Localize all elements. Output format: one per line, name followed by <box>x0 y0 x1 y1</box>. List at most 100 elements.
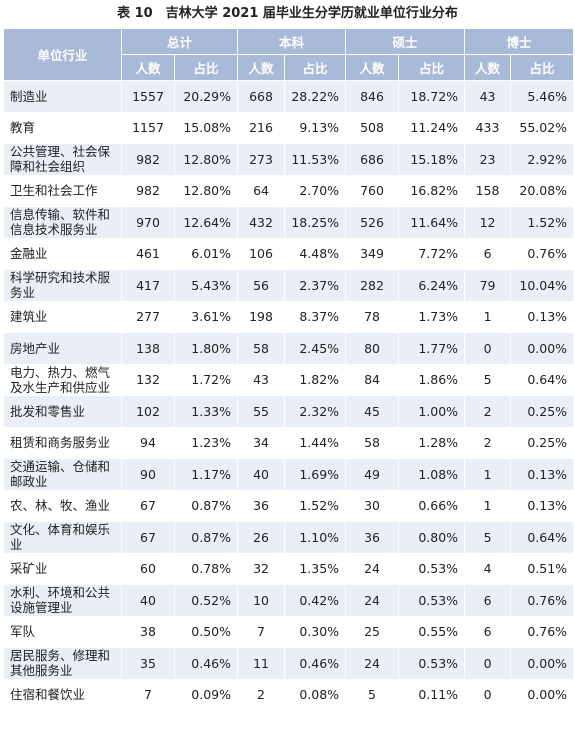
industry-cell: 公共管理、社会保障和社会组织 <box>3 143 122 176</box>
bachelor-ratio-cell: 0.46% <box>284 647 347 680</box>
master-count-cell: 80 <box>345 332 400 365</box>
master-ratio-cell: 0.80% <box>398 521 466 554</box>
bachelor-count-cell: 106 <box>237 237 286 270</box>
master-ratio-cell: 18.72% <box>398 80 466 113</box>
master-ratio-cell: 1.00% <box>398 395 466 428</box>
bachelor-ratio-cell: 2.70% <box>284 174 347 207</box>
header-count: 人数 <box>237 54 286 81</box>
table-row: 农、林、牧、渔业 67 0.87% 36 1.52% 30 0.66% 1 0.13% <box>3 489 575 522</box>
bachelor-ratio-cell: 2.37% <box>284 269 347 302</box>
doctor-count-cell: 6 <box>464 615 512 648</box>
master-count-cell: 30 <box>345 489 400 522</box>
master-ratio-cell: 1.08% <box>398 458 466 491</box>
table-row: 建筑业 277 3.61% 198 8.37% 78 1.73% 1 0.13% <box>3 300 575 333</box>
bachelor-count-cell: 40 <box>237 458 286 491</box>
table-row: 住宿和餐饮业 7 0.09% 2 0.08% 5 0.11% 0 0.00% <box>3 678 575 711</box>
bachelor-count-cell: 55 <box>237 395 286 428</box>
doctor-ratio-cell: 0.64% <box>510 363 575 396</box>
total-ratio-cell: 1.17% <box>173 458 239 491</box>
doctor-ratio-cell: 0.76% <box>510 615 575 648</box>
doctor-count-cell: 79 <box>464 269 512 302</box>
total-ratio-cell: 5.43% <box>173 269 239 302</box>
industry-cell: 电力、热力、燃气及水生产和供应业 <box>3 363 122 396</box>
doctor-count-cell: 158 <box>464 174 512 207</box>
total-ratio-cell: 0.87% <box>173 489 239 522</box>
doctor-ratio-cell: 0.00% <box>510 647 575 680</box>
table-row: 文化、体育和娱乐业 67 0.87% 26 1.10% 36 0.80% 5 0.64% <box>3 521 575 554</box>
master-count-cell: 58 <box>345 426 400 459</box>
doctor-ratio-cell: 1.52% <box>510 206 575 239</box>
doctor-ratio-cell: 20.08% <box>510 174 575 207</box>
master-ratio-cell: 0.55% <box>398 615 466 648</box>
industry-cell: 批发和零售业 <box>3 395 122 428</box>
bachelor-ratio-cell: 1.44% <box>284 426 347 459</box>
doctor-count-cell: 43 <box>464 80 512 113</box>
table-row: 公共管理、社会保障和社会组织 982 12.80% 273 11.53% 686 15.18… <box>3 143 575 176</box>
master-count-cell: 846 <box>345 80 400 113</box>
industry-cell: 科学研究和技术服务业 <box>3 269 122 302</box>
bachelor-count-cell: 58 <box>237 332 286 365</box>
doctor-count-cell: 23 <box>464 143 512 176</box>
master-ratio-cell: 0.53% <box>398 647 466 680</box>
doctor-ratio-cell: 0.51% <box>510 552 575 585</box>
doctor-count-cell: 433 <box>464 111 512 144</box>
header-ratio: 占比 <box>173 54 239 81</box>
bachelor-count-cell: 2 <box>237 678 286 711</box>
doctor-count-cell: 6 <box>464 584 512 617</box>
total-count-cell: 132 <box>121 363 175 396</box>
doctor-ratio-cell: 0.13% <box>510 458 575 491</box>
total-ratio-cell: 0.78% <box>173 552 239 585</box>
industry-cell: 住宿和餐饮业 <box>3 678 122 711</box>
header-count: 人数 <box>345 54 400 81</box>
industry-cell: 房地产业 <box>3 332 122 365</box>
doctor-ratio-cell: 2.92% <box>510 143 575 176</box>
total-ratio-cell: 0.50% <box>173 615 239 648</box>
table-row: 信息传输、软件和信息技术服务业 970 12.64% 432 18.25% 526 11.6… <box>3 206 575 239</box>
total-ratio-cell: 15.08% <box>173 111 239 144</box>
master-ratio-cell: 15.18% <box>398 143 466 176</box>
master-count-cell: 349 <box>345 237 400 270</box>
bachelor-ratio-cell: 1.69% <box>284 458 347 491</box>
bachelor-ratio-cell: 9.13% <box>284 111 347 144</box>
industry-cell: 文化、体育和娱乐业 <box>3 521 122 554</box>
table-body: 制造业 1557 20.29% 668 28.22% 846 18.72% 43 5.46% 教育… <box>3 80 575 711</box>
total-count-cell: 35 <box>121 647 175 680</box>
master-ratio-cell: 1.77% <box>398 332 466 365</box>
master-count-cell: 24 <box>345 584 400 617</box>
doctor-ratio-cell: 55.02% <box>510 111 575 144</box>
doctor-count-cell: 5 <box>464 363 512 396</box>
total-count-cell: 67 <box>121 489 175 522</box>
total-ratio-cell: 1.80% <box>173 332 239 365</box>
header-group-bachelor: 本科 <box>237 28 347 55</box>
bachelor-ratio-cell: 0.30% <box>284 615 347 648</box>
bachelor-count-cell: 43 <box>237 363 286 396</box>
total-ratio-cell: 12.64% <box>173 206 239 239</box>
master-ratio-cell: 0.53% <box>398 584 466 617</box>
master-count-cell: 84 <box>345 363 400 396</box>
industry-cell: 居民服务、修理和其他服务业 <box>3 647 122 680</box>
industry-cell: 金融业 <box>3 237 122 270</box>
bachelor-count-cell: 34 <box>237 426 286 459</box>
doctor-count-cell: 1 <box>464 458 512 491</box>
bachelor-count-cell: 216 <box>237 111 286 144</box>
bachelor-count-cell: 273 <box>237 143 286 176</box>
bachelor-ratio-cell: 1.10% <box>284 521 347 554</box>
total-count-cell: 138 <box>121 332 175 365</box>
bachelor-ratio-cell: 2.45% <box>284 332 347 365</box>
total-count-cell: 67 <box>121 521 175 554</box>
total-count-cell: 38 <box>121 615 175 648</box>
table-row: 科学研究和技术服务业 417 5.43% 56 2.37% 282 6.24% 79 10.04… <box>3 269 575 302</box>
doctor-ratio-cell: 0.13% <box>510 489 575 522</box>
bachelor-ratio-cell: 11.53% <box>284 143 347 176</box>
table-row: 采矿业 60 0.78% 32 1.35% 24 0.53% 4 0.51% <box>3 552 575 585</box>
total-count-cell: 60 <box>121 552 175 585</box>
table-row: 批发和零售业 102 1.33% 55 2.32% 45 1.00% 2 0.25% <box>3 395 575 428</box>
doctor-ratio-cell: 0.76% <box>510 237 575 270</box>
total-count-cell: 90 <box>121 458 175 491</box>
bachelor-ratio-cell: 0.08% <box>284 678 347 711</box>
bachelor-ratio-cell: 8.37% <box>284 300 347 333</box>
header-ratio: 占比 <box>398 54 466 81</box>
doctor-ratio-cell: 0.25% <box>510 426 575 459</box>
doctor-count-cell: 4 <box>464 552 512 585</box>
total-count-cell: 970 <box>121 206 175 239</box>
